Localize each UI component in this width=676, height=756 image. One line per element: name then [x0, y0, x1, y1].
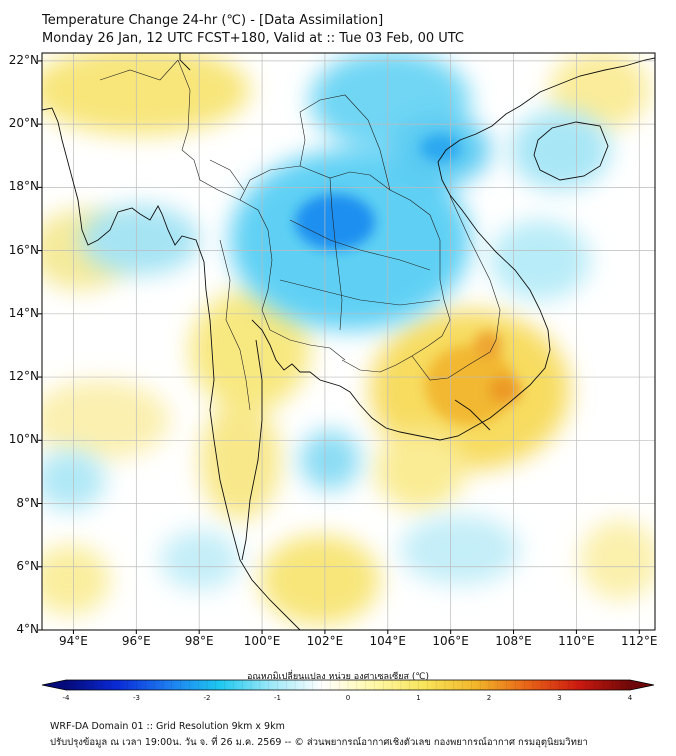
map-title: Temperature Change 24-hr (℃) - [Data Ass… [42, 13, 384, 28]
colorbar-tick-label: -1 [274, 694, 281, 702]
lat-label: 22°N [8, 52, 39, 67]
lat-label: 10°N [8, 432, 39, 447]
footer-credit: ปรับปรุงข้อมูล ณ เวลา 19:00น. วัน จ. ที่… [50, 737, 588, 748]
colorbar-tick-label: -2 [203, 694, 211, 702]
colorbar-tick-label: 3 [557, 694, 562, 702]
lon-label: 96°E [121, 634, 151, 648]
lon-label: 108°E [495, 634, 532, 648]
lon-label: 94°E [58, 634, 88, 648]
colorbar-tick-label: 0 [345, 694, 351, 702]
lat-label: 14°N [8, 305, 39, 320]
lon-label: 104°E [369, 634, 407, 648]
coastlines [42, 53, 655, 630]
lon-label: 112°E [621, 634, 658, 648]
lat-label: 18°N [8, 179, 39, 194]
footer-model-info: WRF-DA Domain 01 :: Grid Resolution 9km … [50, 721, 285, 732]
lon-label: 98°E [184, 634, 214, 648]
colorbar-tick-label: 4 [627, 694, 633, 702]
lat-lon-grid [42, 53, 655, 630]
lat-label: 12°N [8, 369, 39, 384]
axis-ticks [38, 60, 640, 634]
lon-label: 102°E [306, 634, 344, 648]
map-subtitle: Monday 26 Jan, 12 UTC FCST+180, Valid at… [42, 31, 465, 46]
lat-label: 6°N [16, 558, 39, 573]
lat-label: 20°N [8, 116, 39, 131]
country-borders [99, 59, 501, 411]
lon-label: 106°E [432, 634, 469, 648]
colorbar-tick-label: -3 [133, 694, 140, 702]
lat-label: 8°N [16, 495, 39, 510]
colorbar-label: อุณหภูมิเปลี่ยนแปลง หน่วย องศาเซลเซียส (… [246, 672, 430, 682]
lon-label: 110°E [558, 634, 595, 648]
map-frame [41, 52, 656, 631]
colorbar-tick-label: -4 [62, 694, 70, 702]
lat-label: 16°N [8, 242, 39, 257]
lon-label: 100°E [243, 634, 281, 648]
colorbar-tick-label: 1 [416, 694, 421, 702]
colorbar-tick-label: 2 [486, 694, 492, 702]
temperature-field [42, 53, 655, 625]
lat-label: 4°N [16, 622, 39, 636]
